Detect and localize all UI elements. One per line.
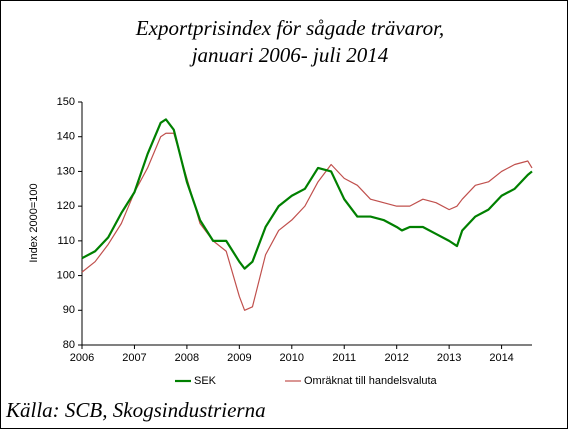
series-line: [81, 118, 533, 270]
y-tick-label: 120: [57, 200, 75, 212]
x-tick-label: 2012: [384, 352, 408, 364]
y-tick-label: 130: [57, 165, 75, 177]
x-tick-label: 2014: [489, 352, 513, 364]
chart-title: januari 2006- juli 2014: [189, 43, 389, 67]
y-tick-label: 100: [57, 269, 75, 281]
legend-label: Omräknat till handelsvaluta: [304, 375, 438, 387]
x-tick-label: 2006: [70, 352, 94, 364]
y-axis-label: Index 2000=100: [28, 183, 40, 262]
y-tick-label: 140: [57, 131, 75, 143]
source: Källa: SCB, Skogsindustrierna: [5, 398, 266, 422]
x-tick-label: 2007: [122, 352, 146, 364]
x-tick-label: 2011: [332, 352, 356, 364]
x-tick-label: 2010: [280, 352, 304, 364]
legend-label: SEK: [194, 375, 217, 387]
y-tick-label: 150: [57, 96, 75, 108]
x-tick-label: 2013: [437, 352, 461, 364]
y-tick-label: 110: [57, 235, 75, 247]
x-tick-label: 2009: [227, 352, 251, 364]
y-tick-label: 80: [63, 339, 75, 351]
series-line: [81, 132, 533, 311]
x-tick-label: 2008: [175, 352, 199, 364]
y-tick-label: 90: [63, 304, 75, 316]
chart-title: Exportprisindex för sågade trävaror,: [135, 16, 444, 40]
